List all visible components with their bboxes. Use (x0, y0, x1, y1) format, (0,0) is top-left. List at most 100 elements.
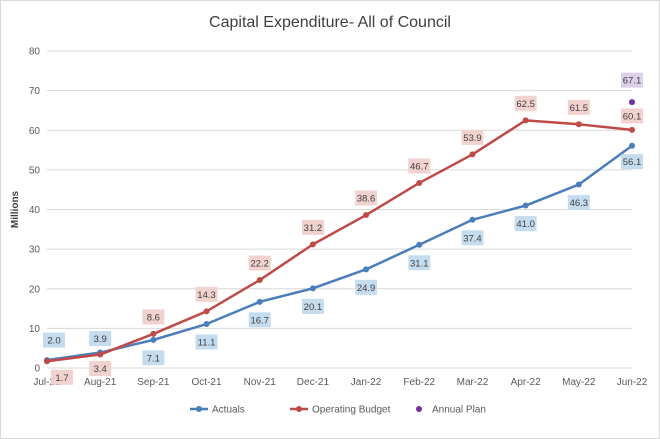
legend-marker (196, 406, 202, 412)
data-label: 2.0 (47, 336, 60, 347)
x-tick-label: Oct-21 (192, 377, 222, 388)
x-tick-label: Sep-21 (137, 377, 170, 388)
chart-title: Capital Expenditure- All of Council (209, 14, 451, 31)
x-tick-label: Jan-22 (351, 377, 382, 388)
data-label: 46.7 (410, 161, 429, 172)
data-point (522, 117, 529, 124)
data-label: 3.4 (94, 364, 107, 375)
data-label-box (195, 334, 218, 350)
y-tick-label: 0 (34, 364, 40, 375)
data-point (575, 121, 582, 128)
data-label: 62.5 (516, 99, 535, 110)
y-tick-label: 50 (29, 165, 41, 176)
legend-label: Operating Budget (312, 405, 391, 416)
data-label: 24.9 (357, 283, 376, 294)
data-point (363, 212, 370, 219)
data-label-box (355, 279, 378, 295)
data-label: 61.5 (570, 103, 589, 114)
data-label: 8.6 (147, 312, 160, 323)
data-label-box (514, 216, 537, 232)
data-label: 31.2 (304, 223, 323, 234)
data-label: 60.1 (623, 111, 642, 122)
data-label-box (301, 298, 324, 314)
legend-label: Actuals (212, 405, 245, 416)
data-label-box (461, 129, 484, 145)
data-label-box (621, 154, 643, 170)
y-tick-label: 30 (29, 245, 41, 256)
y-tick-label: 80 (29, 47, 41, 58)
data-point (416, 241, 423, 248)
data-label-box (89, 331, 112, 347)
data-point (469, 151, 476, 158)
data-label-box (621, 108, 643, 124)
data-point (629, 126, 635, 133)
data-label: 22.2 (250, 259, 269, 270)
data-label-box (248, 312, 271, 328)
data-label: 3.9 (94, 334, 107, 345)
data-point (256, 298, 263, 305)
data-label-box (43, 332, 65, 348)
x-tick-label: Jun-22 (617, 377, 648, 388)
data-label: 7.1 (147, 353, 160, 364)
data-label-box (408, 255, 431, 271)
data-label-box (355, 190, 378, 206)
data-label: 14.3 (197, 290, 216, 301)
data-point (629, 142, 635, 149)
data-label-box (142, 350, 165, 366)
data-label: 16.7 (250, 315, 269, 326)
data-point (575, 181, 582, 188)
data-point (97, 351, 104, 358)
data-label-box (142, 309, 165, 325)
x-tick-label: Nov-21 (244, 377, 277, 388)
data-label: 38.6 (357, 194, 376, 205)
data-label-box (51, 369, 73, 385)
data-point (629, 99, 635, 106)
x-tick-label: Aug-21 (84, 377, 117, 388)
x-tick-label: May-22 (562, 377, 596, 388)
data-label: 46.3 (570, 198, 589, 209)
data-label: 67.1 (623, 76, 642, 87)
data-label: 41.0 (516, 219, 535, 230)
x-tick-label: Dec-21 (297, 377, 330, 388)
data-point (203, 321, 210, 328)
y-tick-label: 70 (29, 86, 41, 97)
y-tick-label: 40 (29, 205, 41, 216)
data-label: 37.4 (463, 233, 482, 244)
data-label-box (195, 286, 218, 302)
data-label-box (461, 230, 484, 246)
data-point (150, 336, 157, 343)
data-point (522, 202, 529, 209)
data-label-box (408, 158, 431, 174)
data-point (44, 358, 50, 365)
legend-label: Annual Plan (432, 405, 486, 416)
data-point (150, 330, 157, 337)
y-tick-label: 10 (29, 324, 41, 335)
data-label-box (248, 255, 271, 271)
legend-marker (416, 406, 422, 412)
data-label-box (567, 195, 590, 211)
y-tick-label: 20 (29, 284, 41, 295)
data-point (203, 308, 210, 315)
data-label-box (621, 72, 643, 88)
x-tick-label: Feb-22 (403, 377, 435, 388)
data-label: 53.9 (463, 133, 482, 144)
series-line-actuals (46, 144, 633, 362)
data-label-box (89, 361, 112, 377)
x-tick-label: Jul-21 (33, 377, 61, 388)
data-label-box (301, 219, 324, 235)
data-point (469, 216, 476, 223)
data-point (363, 266, 370, 273)
y-tick-label: 60 (29, 126, 41, 137)
legend-marker (296, 406, 302, 412)
data-point (309, 285, 316, 292)
data-point (416, 179, 423, 186)
data-point (256, 277, 263, 284)
data-label: 20.1 (304, 302, 323, 313)
data-point (309, 241, 316, 248)
data-label: 56.1 (623, 157, 642, 168)
y-axis-label: Millions (10, 190, 21, 228)
series-line-operating-budget (46, 119, 633, 363)
data-label-box (514, 95, 537, 111)
data-label: 1.7 (55, 373, 68, 384)
x-tick-label: Mar-22 (457, 377, 489, 388)
